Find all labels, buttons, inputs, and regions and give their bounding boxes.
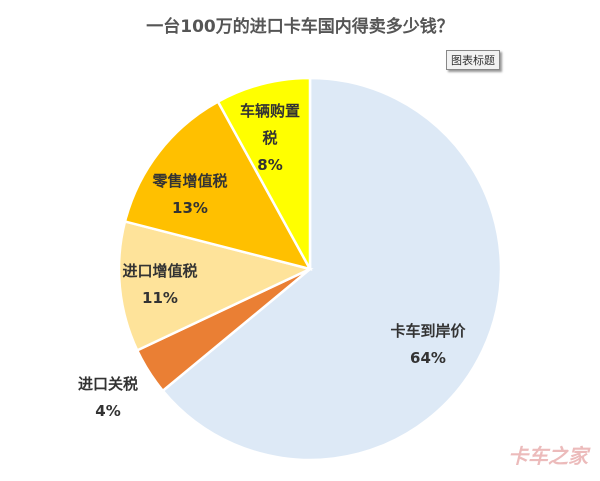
slice-label: 进口增值税: [122, 262, 198, 280]
pie-slice: [123, 99, 313, 271]
value-label: 4%: [95, 402, 121, 420]
value-label: 13%: [172, 199, 208, 217]
watermark: 卡车之家: [508, 444, 588, 468]
pie-slice: [117, 219, 314, 352]
pie-slice: [161, 76, 503, 462]
slice-label: 卡车到岸价: [390, 322, 466, 340]
chart-title: 一台100万的进口卡车国内得卖多少钱？: [146, 17, 454, 37]
value-label: 8%: [257, 156, 283, 174]
slice-label: 进口关税: [77, 375, 138, 393]
chart-title-placeholder[interactable]: 图表标题: [446, 50, 500, 70]
pie-slice: [216, 76, 312, 270]
slice-label: 零售增值税: [152, 172, 228, 190]
slice-label: 车辆购置税: [239, 102, 300, 147]
value-label: 11%: [142, 289, 178, 307]
value-label: 64%: [410, 349, 446, 367]
